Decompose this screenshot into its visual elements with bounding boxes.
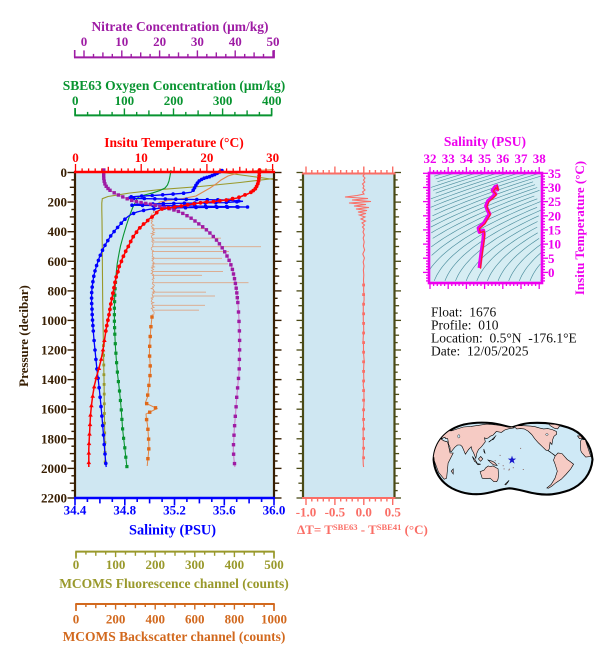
svg-text:600: 600 xyxy=(185,612,205,627)
svg-text:0: 0 xyxy=(548,265,555,280)
svg-text:Salinity (PSU): Salinity (PSU) xyxy=(444,134,526,149)
svg-text:0: 0 xyxy=(72,150,79,165)
svg-text:35.2: 35.2 xyxy=(163,503,186,518)
svg-text:0: 0 xyxy=(73,557,80,572)
svg-text:Insitu Temperature (°C): Insitu Temperature (°C) xyxy=(572,161,587,295)
svg-text:SBE63 Oxygen Concentration (μm: SBE63 Oxygen Concentration (μm/kg) xyxy=(63,78,286,93)
svg-text:100: 100 xyxy=(106,557,126,572)
svg-text:34.4: 34.4 xyxy=(64,503,87,518)
svg-text:200: 200 xyxy=(48,195,68,210)
svg-text:5: 5 xyxy=(548,251,555,266)
svg-text:10: 10 xyxy=(135,150,148,165)
svg-text:600: 600 xyxy=(48,254,68,269)
svg-text:35: 35 xyxy=(478,151,492,166)
svg-text:35.6: 35.6 xyxy=(213,503,236,518)
svg-text:0: 0 xyxy=(72,93,79,108)
svg-text:MCOMS Fluorescence channel (co: MCOMS Fluorescence channel (counts) xyxy=(59,576,289,591)
svg-text:32: 32 xyxy=(424,151,437,166)
svg-text:15: 15 xyxy=(548,222,562,237)
svg-text:Pressure (decibar): Pressure (decibar) xyxy=(16,285,31,387)
svg-text:Insitu Temperature (°C): Insitu Temperature (°C) xyxy=(104,135,243,150)
svg-text:25: 25 xyxy=(548,194,562,209)
svg-text:20: 20 xyxy=(153,34,166,49)
svg-text:0: 0 xyxy=(61,165,68,180)
svg-text:Location: 0.5°N -176.1°E: Location: 0.5°N -176.1°E xyxy=(431,331,577,346)
svg-text:400: 400 xyxy=(225,557,245,572)
svg-text:Salinity (PSU): Salinity (PSU) xyxy=(129,523,216,539)
svg-text:35: 35 xyxy=(548,166,562,181)
svg-text:36.0: 36.0 xyxy=(263,503,286,518)
svg-text:0: 0 xyxy=(73,612,80,627)
svg-text:200: 200 xyxy=(106,612,126,627)
svg-text:400: 400 xyxy=(48,224,68,239)
svg-text:800: 800 xyxy=(48,283,68,298)
svg-text:2000: 2000 xyxy=(41,461,67,476)
svg-text:20: 20 xyxy=(548,208,561,223)
svg-text:10: 10 xyxy=(115,34,128,49)
svg-text:0.5: 0.5 xyxy=(385,505,402,520)
svg-text:30: 30 xyxy=(548,180,561,195)
svg-text:37: 37 xyxy=(515,151,529,166)
svg-text:0: 0 xyxy=(81,34,88,49)
svg-text:30: 30 xyxy=(191,34,204,49)
svg-text:MCOMS Backscatter channel (cou: MCOMS Backscatter channel (counts) xyxy=(63,629,286,644)
svg-text:30: 30 xyxy=(266,150,279,165)
svg-text:800: 800 xyxy=(225,612,245,627)
svg-text:ΔT= TSBE63 - TSBE41 (°C): ΔT= TSBE63 - TSBE41 (°C) xyxy=(297,522,428,537)
svg-text:33: 33 xyxy=(442,151,456,166)
svg-text:0.0: 0.0 xyxy=(356,505,372,520)
svg-text:Date: 12/05/2025: Date: 12/05/2025 xyxy=(431,344,529,359)
svg-text:Nitrate Concentration (μm/kg): Nitrate Concentration (μm/kg) xyxy=(91,19,268,34)
svg-text:1000: 1000 xyxy=(41,313,67,328)
svg-text:Profile: 010: Profile: 010 xyxy=(431,318,499,333)
svg-text:36: 36 xyxy=(496,151,510,166)
svg-text:1200: 1200 xyxy=(41,343,67,358)
svg-text:1000: 1000 xyxy=(261,612,287,627)
svg-text:20: 20 xyxy=(200,150,213,165)
svg-text:1800: 1800 xyxy=(41,431,67,446)
svg-text:Float: 1676: Float: 1676 xyxy=(431,305,497,320)
svg-text:10: 10 xyxy=(548,237,561,252)
svg-text:1600: 1600 xyxy=(41,402,67,417)
svg-text:2200: 2200 xyxy=(41,491,67,506)
svg-text:400: 400 xyxy=(262,93,282,108)
svg-text:400: 400 xyxy=(145,612,165,627)
svg-text:500: 500 xyxy=(264,557,284,572)
svg-text:300: 300 xyxy=(185,557,205,572)
svg-text:40: 40 xyxy=(229,34,242,49)
svg-text:34.8: 34.8 xyxy=(113,503,136,518)
svg-text:200: 200 xyxy=(145,557,165,572)
svg-text:1400: 1400 xyxy=(41,372,67,387)
svg-text:100: 100 xyxy=(115,93,135,108)
svg-text:34: 34 xyxy=(460,151,474,166)
svg-text:200: 200 xyxy=(164,93,184,108)
svg-text:-0.5: -0.5 xyxy=(325,505,346,520)
svg-text:50: 50 xyxy=(267,34,280,49)
svg-text:300: 300 xyxy=(213,93,233,108)
svg-text:-1.0: -1.0 xyxy=(296,505,317,520)
svg-text:38: 38 xyxy=(533,151,547,166)
